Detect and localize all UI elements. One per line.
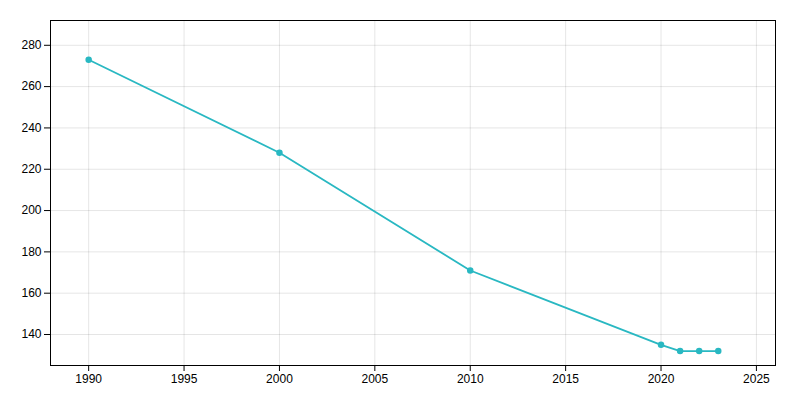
svg-text:200: 200 xyxy=(21,203,41,217)
svg-text:2010: 2010 xyxy=(457,372,484,386)
svg-text:2025: 2025 xyxy=(743,372,770,386)
svg-text:240: 240 xyxy=(21,121,41,135)
svg-text:220: 220 xyxy=(21,162,41,176)
svg-text:180: 180 xyxy=(21,245,41,259)
svg-text:2000: 2000 xyxy=(266,372,293,386)
svg-text:160: 160 xyxy=(21,286,41,300)
svg-text:2020: 2020 xyxy=(648,372,675,386)
svg-text:2015: 2015 xyxy=(552,372,579,386)
svg-text:140: 140 xyxy=(21,327,41,341)
svg-text:1990: 1990 xyxy=(75,372,102,386)
svg-text:1995: 1995 xyxy=(171,372,198,386)
svg-text:2005: 2005 xyxy=(361,372,388,386)
svg-text:260: 260 xyxy=(21,79,41,93)
svg-text:280: 280 xyxy=(21,38,41,52)
